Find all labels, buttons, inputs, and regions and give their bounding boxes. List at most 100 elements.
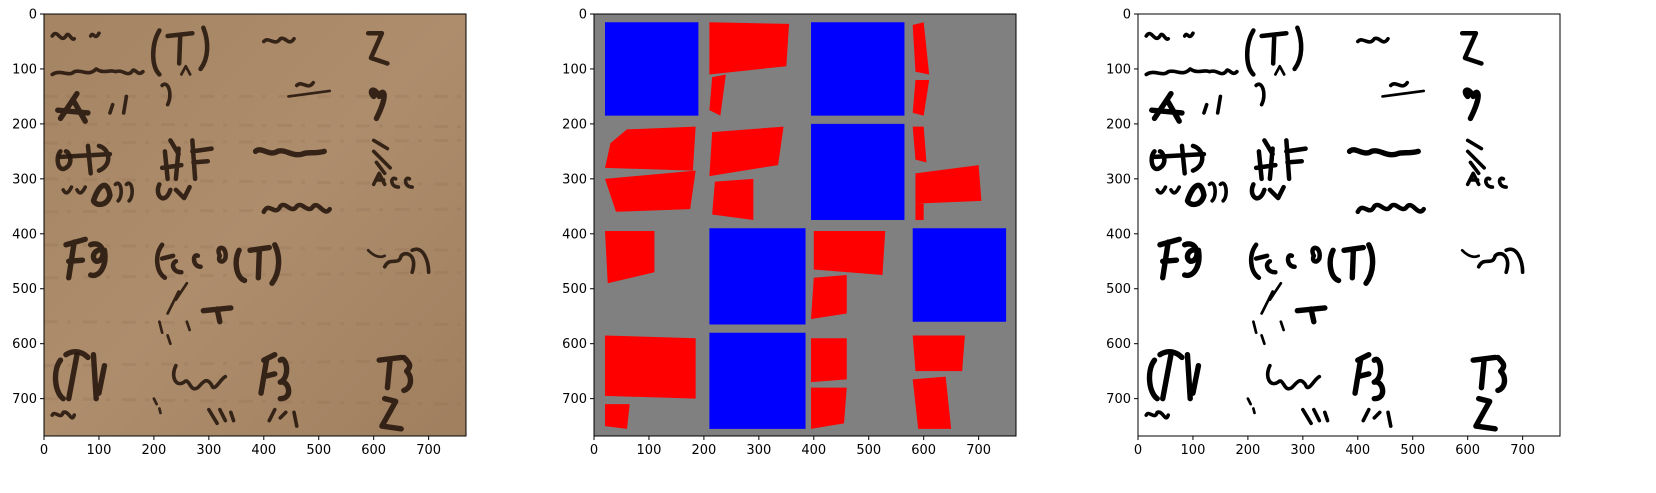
binary-stroke-2 <box>1244 28 1256 77</box>
binary-stroke-34 <box>1341 244 1366 281</box>
y-tick-label: 300 <box>562 172 587 187</box>
binary-stroke-52 <box>1361 407 1393 428</box>
binary-handwriting-strokes <box>1144 25 1525 432</box>
y-tick-label: 500 <box>1106 282 1131 297</box>
blue-region-0 <box>604 22 699 116</box>
blue-region-4 <box>912 228 1007 322</box>
binary-stroke-27 <box>1465 171 1508 189</box>
handwriting-stroke-21 <box>371 138 392 176</box>
y-tick-label: 0 <box>1123 8 1131 23</box>
red-region-13 <box>811 275 847 319</box>
handwriting-stroke-13 <box>294 80 316 88</box>
binary-stroke-17 <box>1152 143 1207 176</box>
red-region-9 <box>915 165 982 204</box>
y-tick-label: 0 <box>29 8 37 23</box>
binary-stroke-43 <box>1146 348 1185 402</box>
blue-region-3 <box>709 228 806 325</box>
handwriting-stroke-45 <box>171 363 228 391</box>
binary-stroke-50 <box>1144 410 1171 420</box>
binary-stroke-25 <box>1249 182 1286 201</box>
binary-stroke-22 <box>1155 185 1182 195</box>
handwriting-stroke-18 <box>159 138 184 182</box>
parchment-stain-3 <box>44 177 462 186</box>
binary-stroke-45 <box>1265 363 1322 391</box>
x-tick-label: 400 <box>1345 443 1370 458</box>
x-tick-label: 0 <box>1134 443 1142 458</box>
red-region-6 <box>912 126 927 163</box>
binarized-text-panel: 0 100 200 300 400 500 600 700 0 100 200 300 400 500 60… <box>1106 8 1561 459</box>
handwriting-stroke-33 <box>233 247 248 284</box>
y-tick-label: 700 <box>1106 392 1131 407</box>
handwriting-stroke-2 <box>150 28 162 77</box>
handwriting-stroke-41 <box>158 320 172 346</box>
handwriting-stroke-22 <box>61 185 88 195</box>
handwriting-stroke-32 <box>216 245 228 264</box>
x-tick-label: 100 <box>1181 443 1206 458</box>
x-tick-label: 100 <box>637 443 662 458</box>
handwriting-stroke-24 <box>113 181 134 203</box>
handwriting-stroke-30 <box>154 242 176 280</box>
y-tick-label: 500 <box>12 282 37 297</box>
x-tick-label: 300 <box>1290 443 1315 458</box>
binary-stroke-16 <box>1149 149 1167 172</box>
parchment-stain-7 <box>44 320 462 326</box>
x-tick-label: 500 <box>306 443 331 458</box>
binary-stroke-29 <box>1182 241 1202 279</box>
red-region-10 <box>915 203 924 221</box>
red-region-4 <box>604 126 696 171</box>
y-tick-label: 500 <box>562 282 587 297</box>
x-tick-label: 500 <box>1400 443 1425 458</box>
blue-region-2 <box>811 123 905 221</box>
handwriting-stroke-8 <box>50 67 145 77</box>
y-tick-label: 300 <box>12 172 37 187</box>
handwriting-stroke-0 <box>50 31 77 41</box>
handwriting-strokes <box>50 25 431 432</box>
x-tick-label: 400 <box>801 443 826 458</box>
binary-stroke-10 <box>1202 102 1209 115</box>
binary-axes-frame <box>1137 13 1561 437</box>
handwriting-stroke-43 <box>52 348 91 402</box>
binary-stroke-13 <box>1388 80 1410 88</box>
handwriting-stroke-4 <box>198 25 210 72</box>
segmentation-regions <box>604 22 1007 429</box>
red-region-3 <box>912 79 930 116</box>
parchment-stain-6 <box>44 270 462 280</box>
handwriting-stroke-14 <box>287 89 332 98</box>
handwriting-stroke-46 <box>258 351 278 396</box>
handwriting-stroke-35 <box>269 242 282 286</box>
binary-stroke-30 <box>1248 242 1270 280</box>
binary-axis-ticks: 0 100 200 300 400 500 600 700 0 100 200 300 400 500 60… <box>1106 8 1535 459</box>
binary-stroke-48 <box>1470 354 1498 391</box>
binary-stroke-38 <box>1504 247 1525 275</box>
handwriting-stroke-38 <box>410 247 431 275</box>
handwriting-stroke-29 <box>88 241 108 279</box>
y-tick-label: 100 <box>12 62 37 77</box>
binary-stroke-1 <box>1182 31 1195 39</box>
handwriting-stroke-26 <box>261 202 332 215</box>
binary-stroke-11 <box>1215 94 1223 115</box>
binary-stroke-47 <box>1371 356 1386 402</box>
red-region-19 <box>912 376 952 429</box>
y-tick-label: 200 <box>1106 117 1131 132</box>
y-tick-label: 0 <box>579 8 587 23</box>
handwriting-stroke-51 <box>207 407 236 426</box>
y-tick-label: 600 <box>1106 337 1131 352</box>
y-tick-label: 700 <box>562 392 587 407</box>
handwriting-stroke-9 <box>55 90 91 124</box>
segmentation-map <box>594 14 1016 436</box>
handwriting-stroke-34 <box>247 244 272 281</box>
binary-stroke-19 <box>1284 138 1308 182</box>
red-region-17 <box>811 387 847 429</box>
handwriting-stroke-25 <box>155 182 192 201</box>
handwriting-stroke-36 <box>366 248 387 259</box>
x-tick-label: 600 <box>1455 443 1480 458</box>
handwriting-stroke-44 <box>66 351 108 402</box>
x-tick-label: 500 <box>856 443 881 458</box>
y-tick-label: 700 <box>12 392 37 407</box>
binary-stroke-37 <box>1476 251 1510 275</box>
binary-stroke-0 <box>1144 31 1171 41</box>
x-tick-label: 700 <box>1510 443 1535 458</box>
handwriting-stroke-6 <box>261 36 296 44</box>
x-tick-label: 700 <box>966 443 991 458</box>
